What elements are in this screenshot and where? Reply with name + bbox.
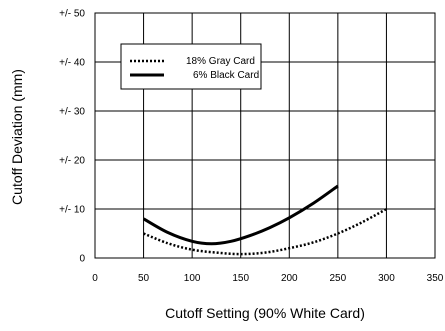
- x-tick-label: 250: [330, 273, 347, 284]
- y-tick-label: +/- 30: [59, 107, 85, 118]
- y-tick-label: +/- 50: [59, 9, 85, 20]
- x-tick-label: 50: [138, 273, 150, 284]
- x-tick-label: 300: [378, 273, 395, 284]
- y-tick-label: +/- 20: [59, 156, 85, 167]
- legend-label-black: 6% Black Card: [193, 70, 259, 81]
- legend-label-gray: 18% Gray Card: [186, 56, 255, 67]
- x-axis-title: Cutoff Setting (90% White Card): [165, 305, 365, 321]
- legend: 18% Gray Card 6% Black Card: [120, 43, 262, 90]
- y-tick-label: 0: [79, 254, 85, 265]
- y-tick-label: +/- 40: [59, 58, 85, 69]
- legend-box: [120, 43, 262, 90]
- x-tick-label: 150: [232, 273, 249, 284]
- x-tick-label: 350: [427, 273, 444, 284]
- series-line-gray-card: [143, 207, 388, 256]
- series-line-black-card: [142, 184, 339, 246]
- x-tick-label: 200: [281, 273, 298, 284]
- y-tick-labels: 0 +/- 10 +/- 20 +/- 30 +/- 40 +/- 50: [59, 9, 85, 265]
- x-tick-label: 0: [92, 273, 98, 284]
- x-tick-labels: 0 50 100 150 200 250 300 350: [92, 273, 444, 284]
- plot-frame: [94, 12, 436, 259]
- x-tick-label: 100: [184, 273, 201, 284]
- y-axis-title: Cutoff Deviation (mm): [9, 69, 25, 205]
- series-layer: [142, 184, 388, 256]
- y-tick-label: +/- 10: [59, 205, 85, 216]
